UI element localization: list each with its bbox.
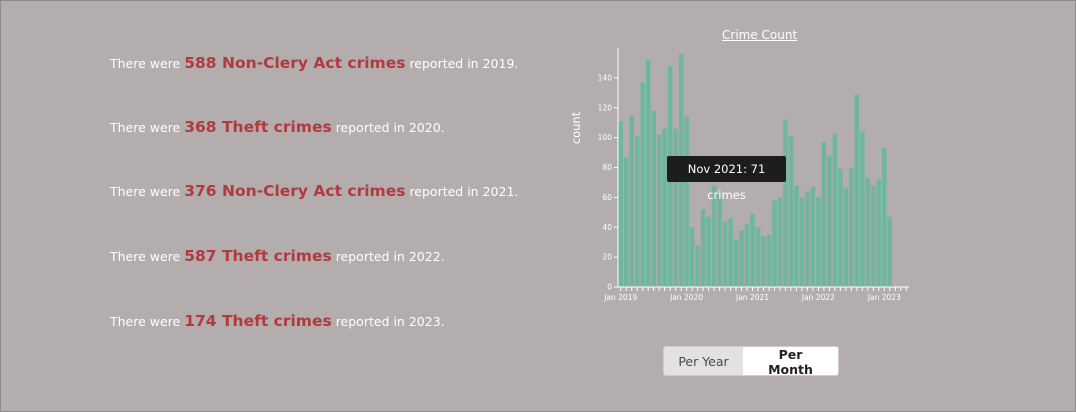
bar[interactable] xyxy=(865,177,871,287)
stat-highlight: 376 Non-Clery Act crimes xyxy=(184,182,406,200)
bar[interactable] xyxy=(722,221,728,287)
stat-prefix: There were xyxy=(110,314,181,329)
stat-prefix: There were xyxy=(110,56,181,71)
y-tick-label: 80 xyxy=(602,163,612,172)
stat-suffix: reported in 2023. xyxy=(335,314,445,329)
bar[interactable] xyxy=(843,188,849,287)
y-tick-label: 0 xyxy=(607,283,612,292)
y-tick-label: 60 xyxy=(602,193,612,202)
bar[interactable] xyxy=(860,131,865,287)
stat-suffix: reported in 2022. xyxy=(335,249,445,264)
stat-prefix: There were xyxy=(110,249,181,264)
stat-suffix: reported in 2020. xyxy=(335,120,445,135)
bar[interactable] xyxy=(629,115,634,287)
y-tick-label: 100 xyxy=(598,133,613,142)
y-axis: 0 20 40 60 80 100 120 140 xyxy=(598,48,619,292)
bar[interactable] xyxy=(777,197,783,288)
x-tick-label: Jan 2020 xyxy=(669,293,703,302)
bar[interactable] xyxy=(662,128,667,287)
bar[interactable] xyxy=(739,230,744,287)
stat-highlight: 587 Theft crimes xyxy=(184,247,332,265)
bar[interactable] xyxy=(651,110,656,288)
stat-line: There were 587 Theft crimes reported in … xyxy=(110,247,445,265)
bar[interactable] xyxy=(783,119,788,287)
bar[interactable] xyxy=(832,133,838,287)
x-axis: Jan 2019 Jan 2020 Jan 2021 Jan 2022 Jan 2023 xyxy=(603,286,909,302)
bar[interactable] xyxy=(634,136,640,287)
bar[interactable] xyxy=(882,148,887,287)
bar[interactable] xyxy=(684,116,689,288)
bar[interactable] xyxy=(821,142,827,287)
stat-highlight: 588 Non-Clery Act crimes xyxy=(184,54,406,72)
bar[interactable] xyxy=(876,179,882,287)
y-tick-label: 140 xyxy=(598,73,613,82)
bar[interactable] xyxy=(640,82,645,287)
bar[interactable] xyxy=(750,213,755,287)
chart-tooltip: Nov 2021: 71 crimes xyxy=(667,156,786,202)
bar[interactable] xyxy=(711,185,717,287)
bar[interactable] xyxy=(854,94,860,287)
stat-prefix: There were xyxy=(110,184,181,199)
view-toggle: Per Year Per Month xyxy=(663,346,839,376)
bar[interactable] xyxy=(871,185,876,287)
bar[interactable] xyxy=(728,218,733,287)
x-tick-label: Jan 2023 xyxy=(867,293,901,302)
bar[interactable] xyxy=(645,59,651,288)
bar[interactable] xyxy=(700,209,706,287)
stat-highlight: 368 Theft crimes xyxy=(184,118,332,136)
bar[interactable] xyxy=(755,227,761,287)
bar[interactable] xyxy=(618,121,623,287)
bar[interactable] xyxy=(706,216,711,287)
stat-suffix: reported in 2019. xyxy=(409,56,519,71)
bar[interactable] xyxy=(673,128,678,287)
bar[interactable] xyxy=(656,134,662,287)
bar[interactable] xyxy=(717,194,722,287)
stat-line: There were 588 Non-Clery Act crimes repo… xyxy=(110,54,518,72)
stat-suffix: reported in 2021. xyxy=(409,184,519,199)
per-year-button[interactable]: Per Year xyxy=(664,347,743,375)
bar[interactable] xyxy=(788,136,794,287)
bar[interactable] xyxy=(623,157,629,287)
bar[interactable] xyxy=(766,234,772,287)
x-tick-label: Jan 2022 xyxy=(801,293,835,302)
bar[interactable] xyxy=(689,227,695,287)
y-tick-label: 20 xyxy=(602,253,612,262)
per-month-button[interactable]: Per Month xyxy=(743,347,838,375)
bar[interactable] xyxy=(744,224,750,287)
stat-line: There were 368 Theft crimes reported in … xyxy=(110,118,445,136)
bar[interactable] xyxy=(772,200,777,287)
bar[interactable] xyxy=(761,236,766,287)
stat-line: There were 376 Non-Clery Act crimes repo… xyxy=(110,182,518,200)
y-tick-label: 40 xyxy=(602,223,612,232)
y-tick-label: 120 xyxy=(598,103,613,112)
bar[interactable] xyxy=(805,191,810,287)
bar[interactable] xyxy=(849,167,854,288)
bar[interactable] xyxy=(733,239,739,287)
stat-prefix: There were xyxy=(110,120,181,135)
bar[interactable] xyxy=(695,245,700,287)
stat-line: There were 174 Theft crimes reported in … xyxy=(110,312,445,330)
bar[interactable] xyxy=(887,216,893,287)
y-axis-label: count xyxy=(569,111,583,144)
bar[interactable] xyxy=(827,155,832,287)
bar[interactable] xyxy=(810,186,816,287)
bar[interactable] xyxy=(816,197,821,288)
x-tick-label: Jan 2021 xyxy=(735,293,769,302)
bar[interactable] xyxy=(838,168,843,287)
chart-title: Crime Count xyxy=(722,28,798,42)
x-tick-label: Jan 2019 xyxy=(603,293,637,302)
bar[interactable] xyxy=(799,197,805,288)
stat-highlight: 174 Theft crimes xyxy=(184,312,332,330)
bar[interactable] xyxy=(794,185,799,287)
